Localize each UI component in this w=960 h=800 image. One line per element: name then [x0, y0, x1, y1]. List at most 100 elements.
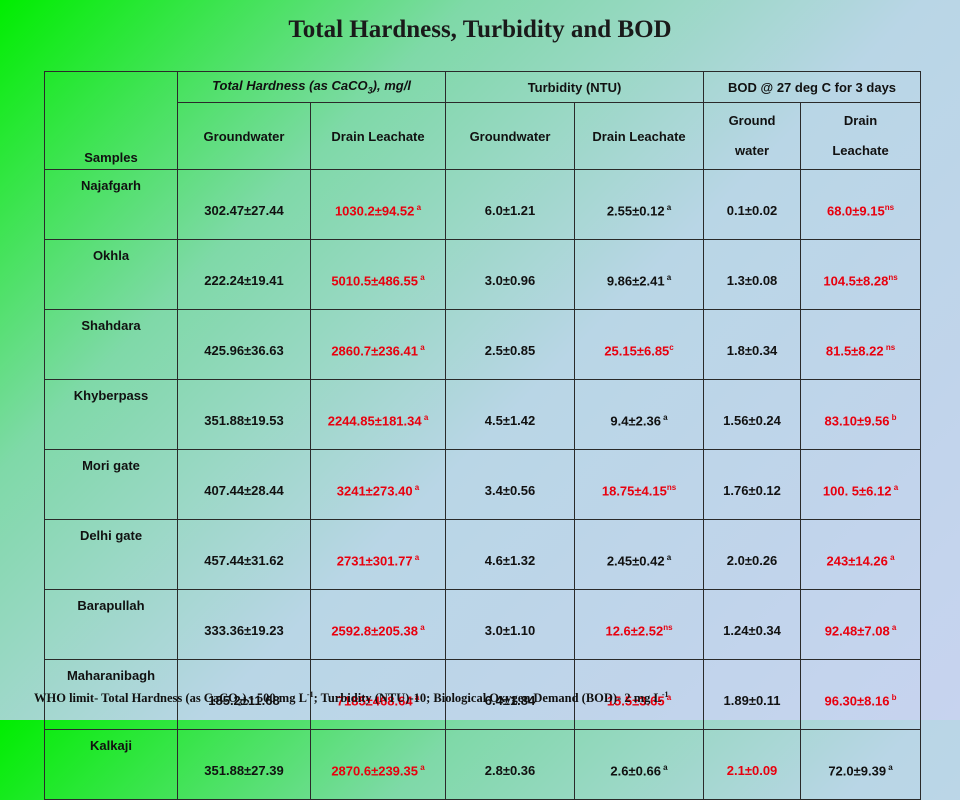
value-cell-bod-gw: 2.1±0.09 [703, 729, 802, 800]
samples-header: Samples [44, 71, 178, 170]
hardness-header: Total Hardness (as CaCO3), mg/l [176, 71, 447, 103]
value-text: 2.45±0.42 [606, 553, 665, 569]
bod-drain-header: Drain Leachate [800, 102, 922, 170]
value-text: 1.76±0.12 [723, 483, 781, 498]
value-text: 2592.8±205.38 [331, 623, 418, 639]
value-cell-tu-dl: 2.55±0.12 a [574, 169, 705, 240]
value-text: 222.24±19.41 [204, 273, 284, 288]
footer-sub1: 3 [237, 697, 243, 708]
value-cell-th-dl: 2244.85±181.34 a [309, 379, 447, 450]
significance-marker: b [889, 412, 897, 422]
bod-water-label: water [735, 143, 770, 158]
value-text: 1.8±0.34 [726, 343, 778, 358]
value-cell-tu-gw: 4.5±1.42 [445, 379, 576, 450]
th-groundwater-header: Groundwater [177, 102, 311, 170]
value-text: 2244.85±181.34 [327, 413, 422, 429]
hardness-header-tail: ), mg/l [372, 78, 411, 94]
value-cell-tu-dl: 2.6±0.66 a [574, 729, 705, 800]
value-text: 0.1±0.02 [726, 203, 778, 218]
bod-drain-label: Drain [843, 113, 878, 128]
value-text: 351.88±27.39 [204, 763, 284, 778]
footer-part1: WHO limit- Total Hardness (as CaCO [34, 691, 238, 706]
significance-marker: a [418, 272, 425, 282]
value-text: 2731±301.77 [336, 553, 413, 569]
significance-marker: a [660, 762, 668, 772]
value-cell-th-gw: 407.44±28.44 [177, 449, 311, 520]
value-text: 3241±273.40 [336, 483, 413, 499]
value-text: 68.0±9.15 [826, 203, 885, 219]
value-text: 15.5±3.65 [606, 693, 665, 709]
value-cell-bod-gw: 2.0±0.26 [703, 519, 802, 590]
value-cell-bod-dl: 81.5±8.22 ns [800, 309, 922, 380]
location-cell: Shahdara [44, 309, 178, 380]
value-text: 3.0±1.10 [484, 623, 536, 638]
value-cell-tu-gw: 6.4±1.84 [445, 659, 576, 730]
table-row: Najafgarh 302.47±27.44 1030.2±94.52 a 6.0±1… [44, 169, 922, 240]
significance-marker: a [412, 552, 420, 562]
value-cell-th-dl: 2860.7±236.41 a [309, 309, 447, 380]
significance-marker: a [660, 412, 668, 422]
value-text: 2.55±0.12 [606, 203, 665, 219]
value-cell-bod-gw: 1.56±0.24 [703, 379, 802, 450]
value-cell-tu-dl: 9.86±2.41 a [574, 239, 705, 310]
tu-groundwater-header: Groundwater [445, 102, 576, 170]
tu-drain-header: Drain Leachate [574, 102, 705, 170]
location-label: Najafgarh [81, 178, 141, 193]
value-cell-tu-dl: 25.15±6.85c [574, 309, 705, 380]
value-cell-th-gw: 185.2±11.68 [177, 659, 311, 730]
value-text: 12.6±2.52 [605, 623, 664, 639]
location-label: Shahdara [81, 318, 141, 333]
who-limit-note: WHO limit- Total Hardness (as CaCO3),- 5… [34, 690, 934, 708]
location-label: Mori gate [82, 458, 140, 473]
significance-marker: a [664, 552, 672, 562]
location-cell: Khyberpass [44, 379, 178, 450]
bod-header-label: BOD @ 27 deg C for 3 days [728, 79, 897, 95]
value-cell-bod-dl: 68.0±9.15ns [800, 169, 922, 240]
value-cell-th-dl: 2731±301.77 a [309, 519, 447, 590]
location-label: Okhla [92, 248, 130, 263]
value-text: 425.96±36.63 [204, 343, 284, 358]
turbidity-header-label: Turbidity (NTU) [527, 79, 622, 95]
value-cell-bod-gw: 1.3±0.08 [703, 239, 802, 310]
location-cell: Mori gate [44, 449, 178, 520]
hardness-header-sub: 3 [367, 85, 373, 96]
value-text: 243±14.26 [826, 553, 888, 569]
significance-marker: a [418, 342, 425, 352]
location-cell: Barapullah [44, 589, 178, 660]
footer-sup2: -1 [661, 690, 669, 699]
value-cell-th-gw: 351.88±27.39 [177, 729, 311, 800]
significance-marker: a [418, 762, 425, 772]
value-text: 351.88±19.53 [204, 413, 284, 428]
value-text: 3.0±0.96 [484, 273, 536, 288]
value-cell-tu-gw: 3.0±0.96 [445, 239, 576, 310]
value-text: 81.5±8.22 [825, 343, 884, 359]
value-text: 7185±468.64 [336, 693, 413, 709]
location-cell: Delhi gate [44, 519, 178, 590]
significance-marker: a [664, 272, 672, 282]
value-cell-bod-dl: 72.0±9.39 a [800, 729, 922, 800]
value-cell-th-dl: 3241±273.40 a [309, 449, 447, 520]
value-cell-tu-gw: 2.8±0.36 [445, 729, 576, 800]
significance-marker: a [421, 412, 429, 422]
value-text: 104.5±8.28 [823, 273, 889, 289]
location-cell: Najafgarh [44, 169, 178, 240]
value-cell-th-dl: 2592.8±205.38 a [309, 589, 447, 660]
value-text: 6.0±1.21 [484, 203, 536, 218]
table-row: Delhi gate 457.44±31.62 2731±301.77 a 4.6±1… [44, 519, 922, 590]
significance-marker: a [664, 202, 672, 212]
value-text: 9.4±2.36 [610, 413, 661, 429]
value-cell-tu-dl: 18.75±4.15ns [574, 449, 705, 520]
bod-groundwater-header: Ground water [703, 102, 802, 170]
samples-header-label: Samples [84, 150, 138, 165]
value-text: 457.44±31.62 [204, 553, 284, 568]
value-text: 333.36±19.23 [204, 623, 284, 638]
value-cell-bod-gw: 1.8±0.34 [703, 309, 802, 380]
tu-drain-label: Drain Leachate [592, 128, 686, 144]
bod-header: BOD @ 27 deg C for 3 days [703, 71, 922, 103]
hardness-header-label: Total Hardness (as CaCO3), mg/l [212, 78, 411, 96]
value-text: 1.24±0.34 [723, 623, 781, 638]
value-text: 407.44±28.44 [204, 483, 284, 498]
location-cell: Okhla [44, 239, 178, 310]
value-text: 2.5±0.85 [484, 343, 536, 358]
significance-marker: c [669, 342, 674, 352]
